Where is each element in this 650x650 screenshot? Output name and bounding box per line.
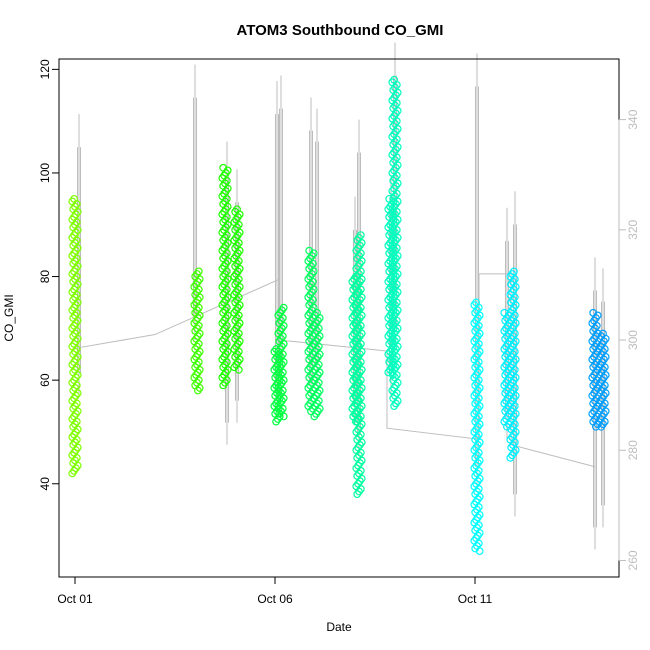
data-point <box>70 194 78 203</box>
point-column <box>388 75 402 410</box>
data-point <box>233 205 241 214</box>
y-tick-label: 80 <box>38 270 52 284</box>
x-axis: Oct 01 Oct 06 Oct 11 <box>57 576 493 606</box>
data-point <box>510 267 518 276</box>
y-axis: 40 60 80 100 120 <box>38 59 60 491</box>
point-column <box>68 194 82 478</box>
plot-area <box>68 42 610 555</box>
point-column <box>470 298 484 555</box>
point-column <box>506 267 520 462</box>
y-axis-label: CO_GMI <box>2 294 16 341</box>
y2-tick-label: 300 <box>626 330 640 350</box>
point-column <box>274 303 288 421</box>
x-tick-label: Oct 06 <box>257 592 293 606</box>
point-column <box>230 205 244 374</box>
x-tick-label: Oct 01 <box>57 592 93 606</box>
data-point <box>313 308 321 317</box>
data-point <box>305 246 314 255</box>
y2-tick-label: 320 <box>626 219 640 239</box>
point-column <box>352 231 366 499</box>
data-point <box>472 298 481 307</box>
x-axis-label: Date <box>326 620 352 634</box>
y-tick-label: 60 <box>38 373 52 387</box>
data-point <box>356 231 365 240</box>
y2-tick-label: 260 <box>626 550 640 570</box>
y2-tick-label: 340 <box>626 109 640 129</box>
plot-frame <box>58 58 620 578</box>
y2-axis: 260 280 300 320 340 <box>618 109 640 570</box>
data-point <box>500 308 509 317</box>
y-tick-label: 120 <box>38 59 52 79</box>
point-column <box>588 308 602 431</box>
y-tick-label: 40 <box>38 477 52 491</box>
data-point <box>589 308 598 317</box>
data-point <box>599 329 607 338</box>
data-point <box>194 267 203 276</box>
chart-title: ATOM3 Southbound CO_GMI <box>237 22 444 39</box>
point-column <box>596 329 610 431</box>
x-tick-label: Oct 11 <box>458 592 493 606</box>
point-column <box>218 163 232 390</box>
point-column <box>190 267 204 395</box>
y2-tick-label: 280 <box>626 440 640 460</box>
data-point <box>279 303 288 312</box>
y-tick-label: 100 <box>38 163 52 183</box>
point-column <box>310 308 324 421</box>
data-point <box>219 163 228 172</box>
data-point <box>390 75 399 84</box>
